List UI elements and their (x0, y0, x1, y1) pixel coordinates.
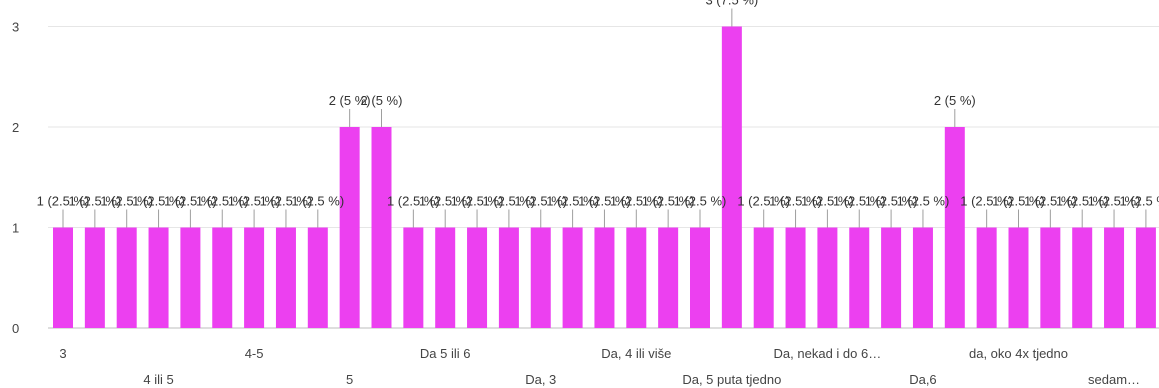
y-tick-label: 2 (12, 120, 19, 135)
data-label: 1 (2.5 %) (451, 194, 504, 209)
bar (212, 227, 233, 328)
data-label: 1 (2.5 %) (865, 194, 918, 209)
bar (467, 227, 488, 328)
bar (1072, 227, 1093, 328)
x-tick-label: Da, 4 ili više (601, 346, 671, 361)
data-label: 1 (2.5 %) (196, 194, 249, 209)
bar (944, 127, 965, 328)
bar (817, 227, 838, 328)
data-label: 1 (2.5 %) (132, 194, 185, 209)
data-label: 1 (2.5 %) (483, 194, 536, 209)
bar (84, 227, 105, 328)
bar (403, 227, 424, 328)
bar (785, 227, 806, 328)
bar (307, 227, 328, 328)
data-label: 1 (2.5 %) (387, 194, 440, 209)
data-label: 1 (2.5 %) (291, 194, 344, 209)
bar (530, 227, 551, 328)
bar (881, 227, 902, 328)
data-label: 1 (2.5 %) (1120, 194, 1159, 209)
y-tick-label: 3 (12, 20, 19, 35)
bar (180, 227, 201, 328)
y-axis-ticks: 0 1 2 3 (12, 20, 19, 337)
bar (690, 227, 710, 328)
bar (849, 227, 870, 328)
bar (53, 227, 73, 328)
data-label: 3 (7.5 %) (705, 0, 758, 8)
bar (594, 227, 615, 328)
bar (116, 227, 137, 328)
bar (562, 227, 583, 328)
bar (244, 227, 265, 328)
bar (1040, 227, 1061, 328)
x-tick-label: 4-5 (245, 346, 264, 361)
data-label: 1 (2.5 %) (897, 194, 950, 209)
x-tick-label: Da, 3 (525, 372, 556, 387)
bar (275, 227, 296, 328)
data-label: 1 (2.5 %) (737, 194, 790, 209)
bar (626, 227, 647, 328)
bar (371, 127, 392, 328)
data-label: 1 (2.5 %) (992, 194, 1045, 209)
x-tick-label: Da,6 (909, 372, 936, 387)
data-label: 1 (2.5 %) (578, 194, 631, 209)
bar (148, 227, 169, 328)
data-label: 1 (2.5 %) (642, 194, 695, 209)
data-label: 1 (2.5 %) (546, 194, 599, 209)
data-label: 1 (2.5 %) (801, 194, 854, 209)
data-label: 1 (2.5 %) (260, 194, 313, 209)
data-label: 2 (5 %) (934, 93, 976, 108)
bar (1008, 227, 1029, 328)
bar (498, 227, 519, 328)
x-tick-label: Da 5 ili 6 (420, 346, 471, 361)
y-tick-label: 1 (12, 221, 19, 236)
x-tick-label: 4 ili 5 (143, 372, 173, 387)
data-label: 1 (2.5 %) (164, 194, 217, 209)
data-label: 1 (2.5 %) (610, 194, 663, 209)
data-label: 1 (2.5 %) (833, 194, 886, 209)
data-label: 1 (2.5 %) (674, 194, 727, 209)
data-label: 1 (2.5 %) (419, 194, 472, 209)
y-tick-label: 0 (12, 321, 19, 336)
bars (53, 26, 1156, 328)
data-label: 1 (2.5 %) (1088, 194, 1141, 209)
data-label: 1 (2.5 %) (37, 194, 90, 209)
data-label: 1 (2.5 %) (1056, 194, 1109, 209)
x-tick-label: sedam… (1088, 372, 1140, 387)
bar (658, 227, 679, 328)
data-label: 2 (5 %) (361, 93, 403, 108)
data-label: 1 (2.5 %) (100, 194, 153, 209)
bar (912, 227, 933, 328)
bar (435, 227, 456, 328)
x-tick-label: da, oko 4x tjedno (969, 346, 1068, 361)
bar (1104, 227, 1125, 328)
data-label: 1 (2.5 %) (68, 194, 121, 209)
x-tick-label: 3 (59, 346, 66, 361)
x-tick-label: Da, 5 puta tjedno (682, 372, 781, 387)
x-tick-label: Da, nekad i do 6… (774, 346, 882, 361)
data-label: 1 (2.5 %) (769, 194, 822, 209)
x-axis-ticks: 3 4 ili 5 4-5 5 Da 5 ili 6 Da, 3 Da, 4 ili viš… (59, 346, 1140, 387)
bar (753, 227, 774, 328)
data-label: 1 (2.5 %) (960, 194, 1013, 209)
data-label: 2 (5 %) (329, 93, 371, 108)
data-label: 1 (2.5 %) (1024, 194, 1077, 209)
bar (339, 127, 360, 328)
bar (721, 26, 742, 328)
data-labels: 1 (2.5 %)1 (2.5 %)1 (2.5 %)1 (2.5 %)1 (2… (37, 0, 1159, 228)
data-label: 1 (2.5 %) (514, 194, 567, 209)
bar (1135, 227, 1156, 328)
bar (976, 227, 997, 328)
x-tick-label: 5 (346, 372, 353, 387)
data-label: 1 (2.5 %) (228, 194, 281, 209)
